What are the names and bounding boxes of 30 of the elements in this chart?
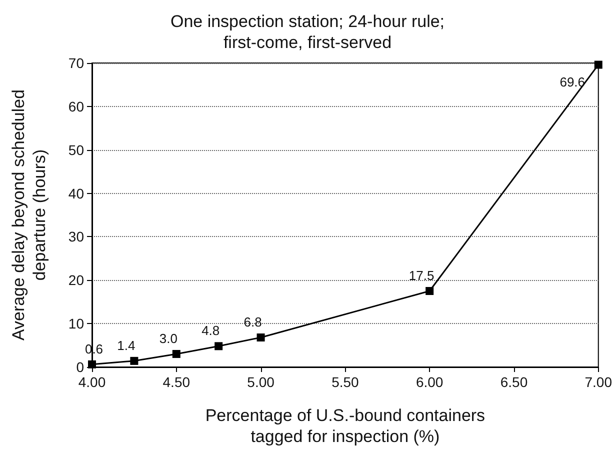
y-tick-label: 40 [68, 185, 84, 202]
y-tick-label: 10 [68, 316, 84, 332]
x-tick-label: 4.00 [78, 374, 106, 390]
point [172, 350, 180, 358]
y-tick-label: 50 [68, 142, 84, 158]
x-tick-label: 5.00 [247, 374, 275, 390]
data-label: 17.5 [408, 268, 434, 283]
data-label: 4.8 [202, 323, 220, 338]
y-tick-label: 20 [68, 272, 84, 288]
y-tick-label: 70 [68, 55, 84, 71]
data-label: 69.6 [560, 74, 586, 90]
y-tick-label: 60 [68, 98, 84, 114]
x-tick-label: 7.00 [584, 374, 612, 390]
data-label: 1.4 [117, 338, 136, 353]
y-tick-label: 30 [68, 228, 84, 245]
x-tick-label: 5.50 [332, 374, 360, 390]
y-tick-label: 0 [76, 359, 84, 375]
chart-title: One inspection station; 24-hour rule; first-come, first-served [170, 12, 445, 52]
data-label: 3.0 [159, 330, 178, 346]
x-axis-title: Percentage of U.S.-bound containers tagged for inspection (%) [205, 406, 486, 446]
y-axis-title: Average delay beyond scheduled departure (hours) [9, 89, 49, 341]
point [256, 333, 265, 342]
point [426, 287, 434, 295]
point [214, 342, 223, 350]
data-label: 6.8 [244, 314, 262, 330]
point [130, 356, 138, 365]
x-tick-label: 4.50 [162, 374, 190, 390]
x-tick-label: 6.50 [500, 374, 528, 390]
point [594, 60, 602, 69]
x-tick-label: 6.00 [416, 374, 444, 390]
